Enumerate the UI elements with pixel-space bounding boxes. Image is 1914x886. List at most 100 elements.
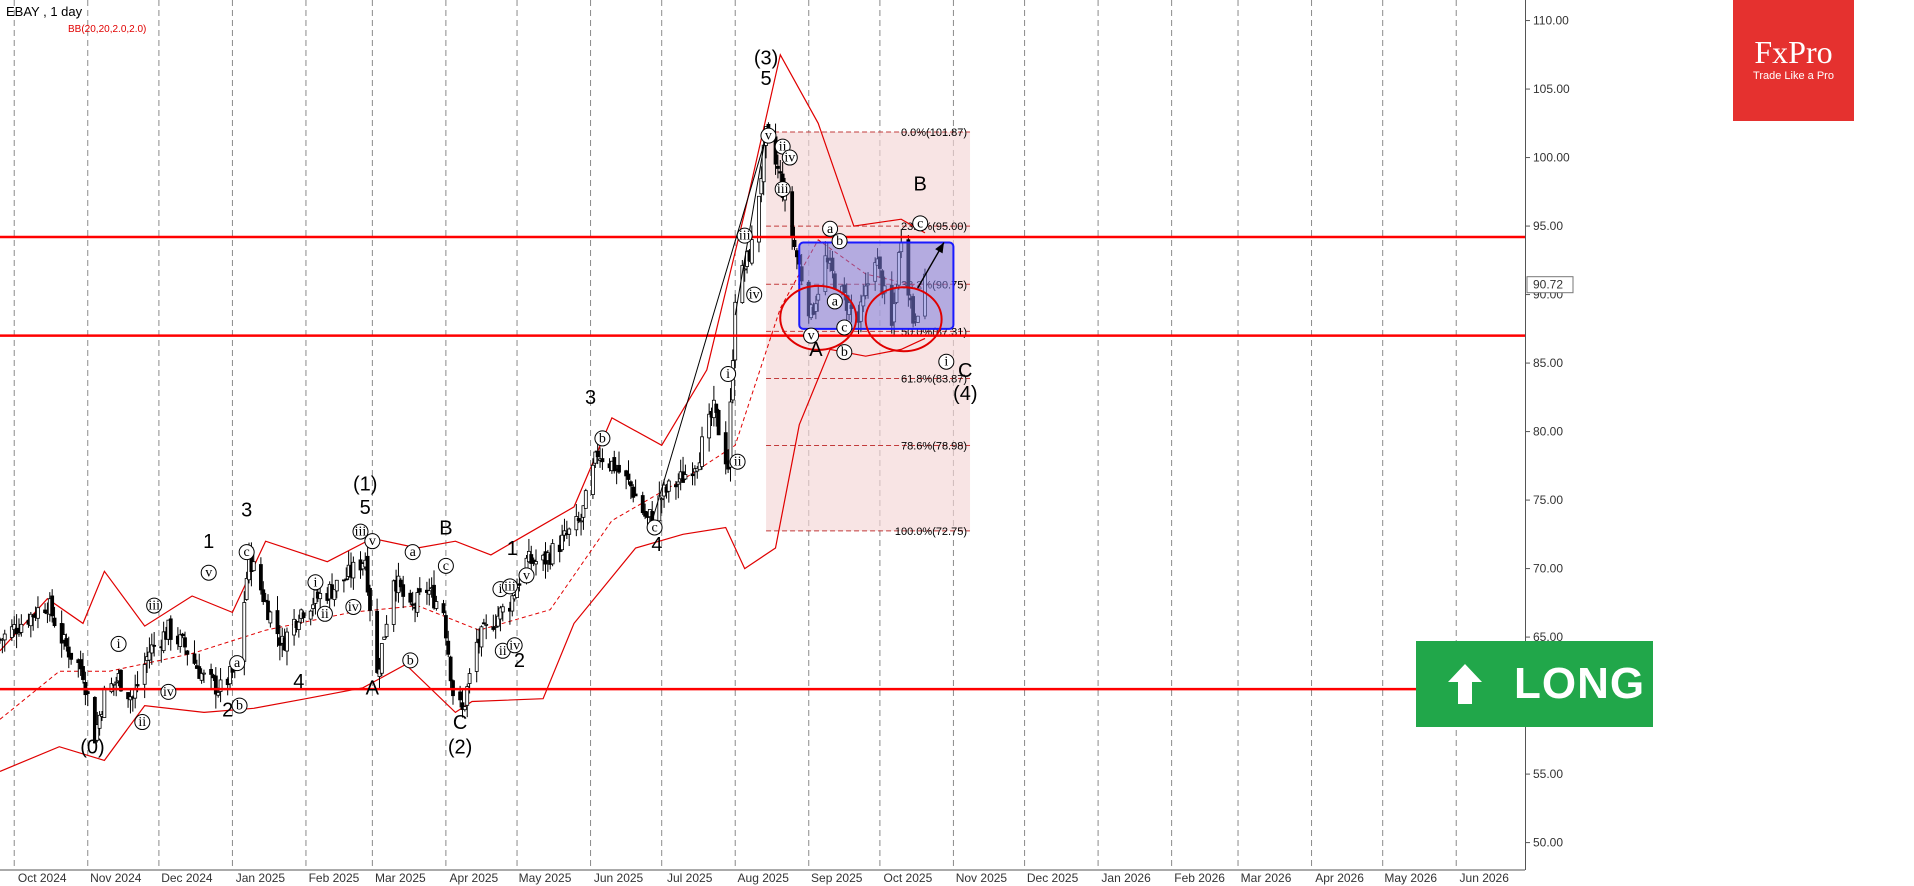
subwave-label: a [832,294,839,309]
x-tick-label: Mar 2026 [1241,871,1292,885]
subwave-label: i [944,355,948,370]
subwave-circle [760,127,777,144]
candle-body [790,191,795,238]
candle-body [149,644,154,654]
last-price-tag [1526,276,1574,294]
last-price-label: 90.72 [1533,278,1563,292]
candle-body [199,673,204,681]
subwave-label: v [765,129,772,144]
candle-body [28,613,33,627]
bollinger-lower [0,337,926,772]
candle-body [567,528,572,535]
arrow-up-icon [1448,664,1482,704]
fxpro-logo[interactable]: FxPro Trade Like a Pro [1733,0,1854,121]
wave-label: C [453,712,467,734]
x-tick-label: Sep 2025 [811,871,863,885]
subwave-label: iv [749,288,760,303]
candle-body [147,651,152,661]
candle-body [251,561,256,572]
y-tick-label: 85.00 [1533,356,1563,370]
candle-body [410,603,415,606]
subwave-circle [831,233,848,250]
subwave-circle [836,344,853,361]
subwave-label: ii [734,455,742,470]
subwave-label: iii [777,182,789,197]
subwave-label: iv [784,151,795,166]
subwave-circle [506,637,523,654]
y-tick-label: 55.00 [1533,767,1563,781]
candle-body [258,564,263,591]
candle-body [66,646,71,658]
candle-body [95,724,100,741]
subwave-label: i [313,575,317,590]
candle-body [261,589,266,603]
logo-tagline: Trade Like a Pro [1753,70,1834,82]
subwave-label: c [841,320,847,335]
candle-body [242,602,247,662]
candle-body [19,623,24,633]
candle-body [481,622,486,625]
candle-body [443,615,448,639]
candle-body [624,470,629,477]
candle-body [244,578,249,600]
candle-body [723,432,728,465]
candle-body [700,436,704,467]
subwave-label: v [205,566,212,581]
subwave-circle [501,578,518,595]
subwave-circle [774,181,791,198]
y-tick-label: 80.00 [1533,425,1563,439]
x-tick-label: Oct 2025 [884,871,933,885]
candle-body [152,644,157,647]
candle-body [285,631,289,652]
candle-body [64,638,69,647]
chart-grid [13,0,1457,870]
candle-body [43,609,47,613]
subwave-circle [229,655,246,672]
subwave-circle [746,286,763,303]
x-tick-label: Jul 2025 [667,871,713,885]
subwave-label: a [234,656,241,671]
bollinger-upper [0,53,926,652]
wave-label: (0) [80,737,104,759]
subwave-label: iii [739,229,751,244]
candle-body [318,593,323,600]
subwave-circle [200,564,217,581]
candle-body [517,583,522,586]
wave-label: 2 [222,700,233,722]
candle-body [266,600,270,621]
wave-label: 2 [514,650,525,672]
subwave-circle [646,519,663,536]
subwave-label: iii [355,525,367,540]
wave-labels: (0)1234(1)5ABC(2)1234(3)5ABC(4)iiiiiiivv… [80,47,977,758]
candle-body [534,561,538,565]
wave-label: A [366,678,380,700]
x-tick-label: Nov 2024 [90,871,142,885]
x-tick-label: Dec 2024 [161,871,213,885]
fib-level-label: 100.0%(72.75) [895,526,967,538]
candle-body [311,604,315,609]
subwave-label: iv [163,685,174,700]
candle-body [178,634,183,647]
subwave-label: iv [509,638,520,653]
candle-body [640,495,645,514]
x-tick-label: Apr 2025 [450,871,499,885]
x-tick-label: Mar 2025 [375,871,426,885]
candle-body [391,580,396,625]
wave-label: 5 [760,68,771,90]
candle-body [168,618,173,640]
candle-body [484,623,489,626]
impulse-line [734,132,767,316]
candle-body [62,634,66,641]
candle-body [102,687,107,718]
subwave-label: v [808,329,815,344]
candle-body [12,624,17,630]
fib-level-label: 23.6%(95.00) [901,221,967,233]
candle-body [560,534,564,551]
candle-body [379,643,384,674]
x-tick-label: Jun 2026 [1460,871,1510,885]
candle-body [583,490,588,509]
candle-body [365,555,370,593]
candle-body [197,666,202,679]
candle-body [591,464,595,495]
subwave-circle [345,598,362,615]
